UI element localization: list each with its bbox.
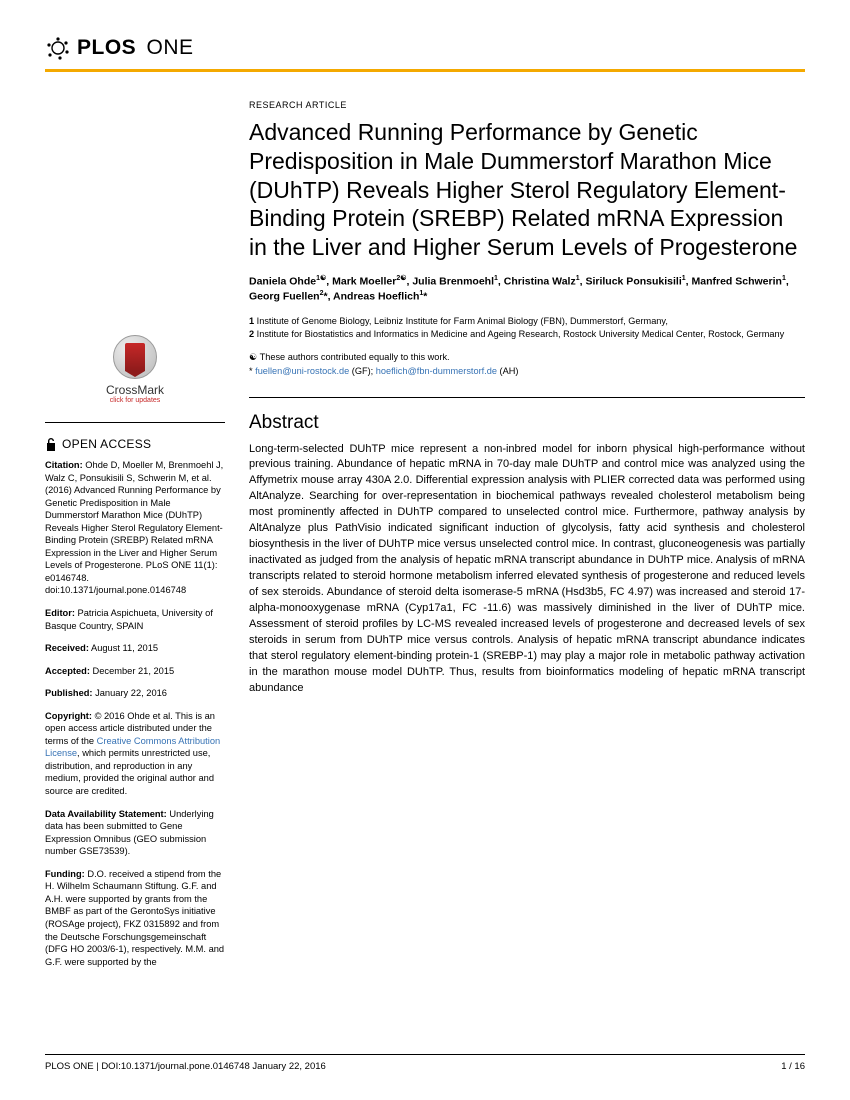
corr-gf: (GF); [349,366,376,376]
crossmark-label: CrossMark [45,383,225,397]
received-text: August 11, 2015 [89,643,158,653]
sidebar: CrossMark click for updates OPEN ACCESS … [45,100,225,978]
funding-text: D.O. received a stipend from the H. Wilh… [45,869,224,967]
editor-block: Editor: Patricia Aspichueta, University … [45,607,225,632]
funding-label: Funding: [45,869,85,879]
open-access-label: OPEN ACCESS [62,437,151,451]
copyright-label: Copyright: [45,711,92,721]
plos-logo: PLOS ONE [45,35,805,61]
sidebar-divider [45,422,225,423]
corr-ah: (AH) [497,366,518,376]
citation-label: Citation: [45,460,83,470]
published-text: January 22, 2016 [93,688,167,698]
main-column: RESEARCH ARTICLE Advanced Running Perfor… [249,100,805,978]
abstract-text: Long-term-selected DUhTP mice represent … [249,442,805,697]
received-block: Received: August 11, 2015 [45,642,225,655]
abstract-heading: Abstract [249,397,805,434]
crossmark-badge-icon [113,335,157,379]
open-access-row: OPEN ACCESS [45,437,225,451]
corr-email-1[interactable]: fuellen@uni-rostock.de [255,366,349,376]
open-lock-icon [45,437,57,451]
funding-block: Funding: D.O. received a stipend from th… [45,868,225,968]
published-label: Published: [45,688,93,698]
corr-email-2[interactable]: hoeflich@fbn-dummerstorf.de [376,366,497,376]
citation-text: Ohde D, Moeller M, Brenmoehl J, Walz C, … [45,460,223,595]
article-title: Advanced Running Performance by Genetic … [249,118,805,262]
published-block: Published: January 22, 2016 [45,687,225,700]
received-label: Received: [45,643,89,653]
journal-name: PLOS ONE [77,36,194,60]
journal-header: PLOS ONE [45,35,805,72]
footer-left: PLOS ONE | DOI:10.1371/journal.pone.0146… [45,1061,326,1072]
crossmark-widget[interactable]: CrossMark click for updates [45,335,225,404]
accepted-label: Accepted: [45,666,90,676]
article-type: RESEARCH ARTICLE [249,100,805,110]
data-label: Data Availability Statement: [45,809,167,819]
brand-one: ONE [147,36,194,59]
data-availability-block: Data Availability Statement: Underlying … [45,808,225,858]
editor-label: Editor: [45,608,75,618]
plos-logo-icon [45,35,71,61]
copyright-block: Copyright: © 2016 Ohde et al. This is an… [45,710,225,798]
contrib-notes: ☯ These authors contributed equally to t… [249,351,805,379]
footer-right: 1 / 16 [781,1061,805,1072]
affiliation-item: 1 Institute of Genome Biology, Leibniz I… [249,315,805,328]
accepted-block: Accepted: December 21, 2015 [45,665,225,678]
author-list: Daniela Ohde1☯, Mark Moeller2☯, Julia Br… [249,274,805,305]
affiliation-item: 2 Institute for Biostatistics and Inform… [249,328,805,341]
page-footer: PLOS ONE | DOI:10.1371/journal.pone.0146… [45,1054,805,1072]
brand-plos: PLOS [77,36,136,59]
affiliations: 1 Institute of Genome Biology, Leibniz I… [249,315,805,341]
accepted-text: December 21, 2015 [90,666,174,676]
corresponding: * fuellen@uni-rostock.de (GF); hoeflich@… [249,365,805,379]
equal-contrib: ☯ These authors contributed equally to t… [249,351,805,365]
citation-block: Citation: Ohde D, Moeller M, Brenmoehl J… [45,459,225,597]
crossmark-subtext: click for updates [45,397,225,404]
